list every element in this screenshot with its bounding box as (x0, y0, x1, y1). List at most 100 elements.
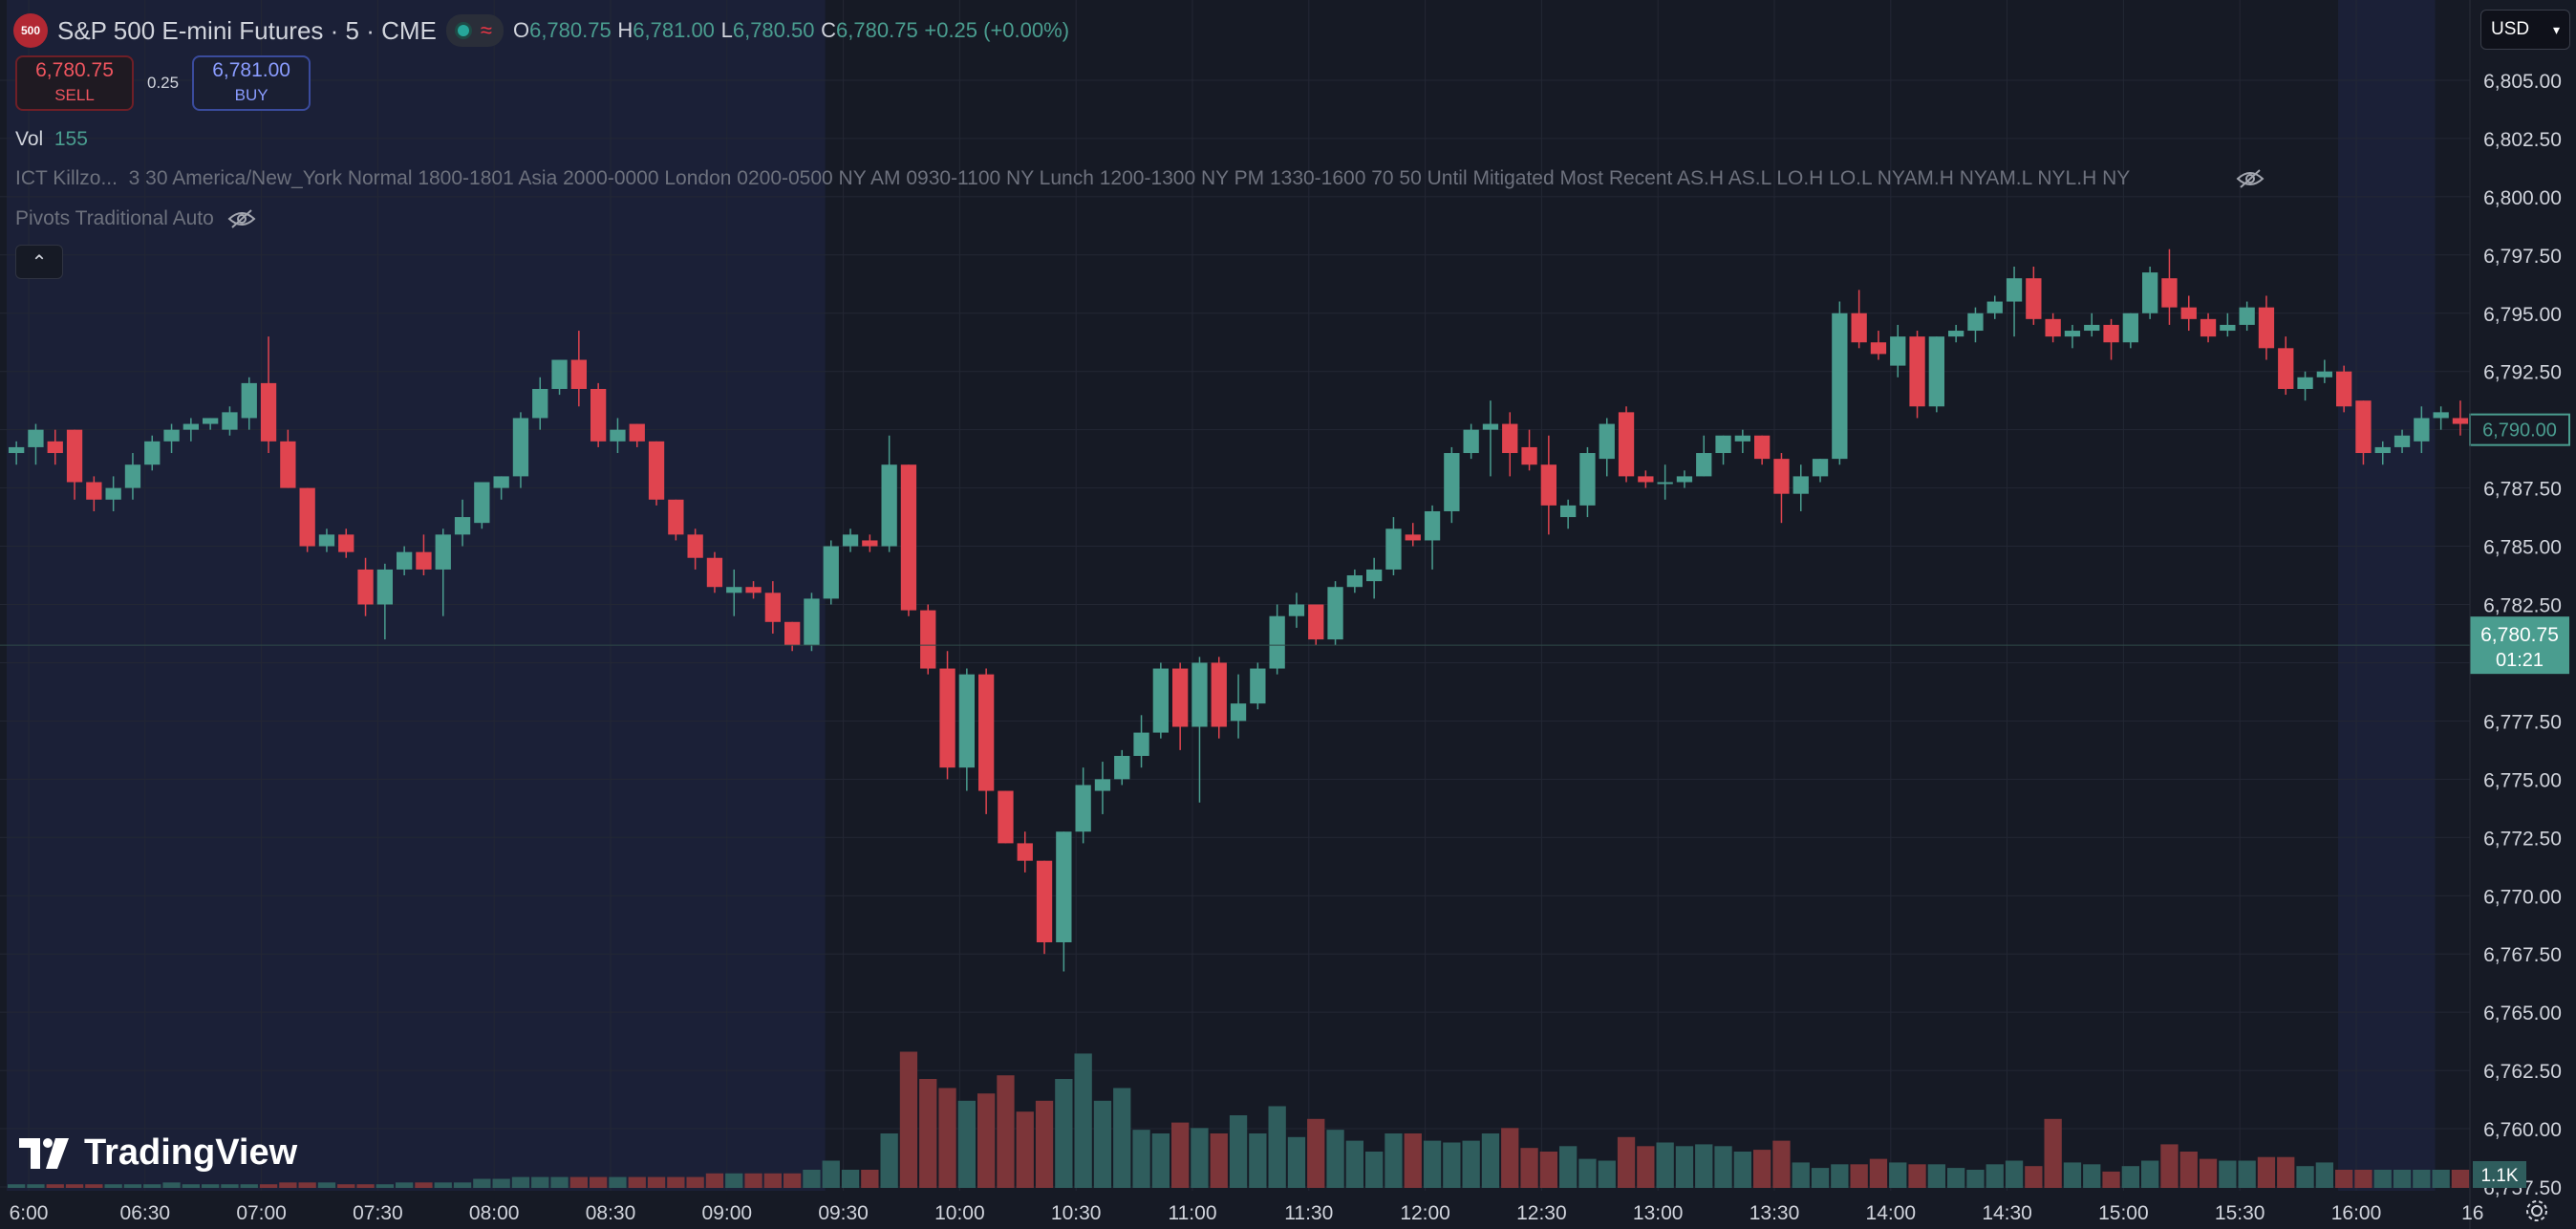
x-tick-label: 12:00 (1400, 1202, 1450, 1224)
volume-bar (2393, 1170, 2412, 1188)
tradingview-logo[interactable]: TradingView (19, 1132, 297, 1174)
price-axis-bg[interactable] (2470, 0, 2576, 1229)
candle-body (493, 476, 509, 488)
volume-bar (1908, 1164, 1926, 1188)
candle-body (203, 418, 219, 424)
candle-body (280, 441, 296, 488)
volume-bar (957, 1100, 976, 1188)
candle-body (1405, 534, 1421, 541)
volume-bar (1733, 1152, 1751, 1188)
volume-bar (65, 1184, 84, 1188)
candle-body (551, 359, 568, 389)
x-tick-label: 10:00 (934, 1202, 985, 1224)
y-tick-label: 6,787.50 (2483, 479, 2562, 501)
last-price-label: 6,780.75 (2480, 624, 2559, 646)
buy-button[interactable]: 6,781.00 BUY (192, 55, 311, 111)
candle-body (124, 464, 141, 488)
x-tick-label: 07:00 (236, 1202, 287, 1224)
candle-body (2374, 446, 2391, 454)
data-delay-icon: ≈ (480, 18, 492, 42)
candle-body (745, 587, 762, 593)
volume-bar (1151, 1133, 1170, 1188)
volume-bar (473, 1178, 491, 1188)
candle-body (260, 382, 277, 442)
volume-bar (1578, 1158, 1597, 1188)
price-change: +0.25 (+0.00%) (924, 18, 1070, 42)
hidden-eye-icon[interactable] (2236, 168, 2265, 189)
candle-body (1424, 510, 1441, 541)
market-status[interactable]: ≈ (445, 14, 504, 47)
bar-countdown: 01:21 (2496, 650, 2544, 671)
volume-bar (725, 1173, 743, 1188)
symbol-title[interactable]: S&P 500 E-mini Futures · 5 · CME (57, 15, 437, 45)
candle-body (2239, 307, 2255, 325)
collapse-legend-button[interactable]: ⌃ (15, 245, 63, 279)
pivots-legend[interactable]: Pivots Traditional Auto (15, 207, 256, 230)
volume-bar (1249, 1133, 1267, 1188)
candles (9, 248, 2576, 972)
volume-bar (2102, 1171, 2120, 1188)
candle-body (299, 487, 315, 547)
candle-body (1075, 785, 1091, 832)
sell-button[interactable]: 6,780.75 SELL (15, 55, 134, 111)
volume-last-badge (2473, 1161, 2526, 1188)
y-tick-label: 6,805.00 (2483, 71, 2562, 93)
candle-body (1676, 476, 1693, 483)
candle-body (1502, 423, 1518, 454)
volume-bar (1501, 1128, 1519, 1188)
volume-bar (1539, 1152, 1557, 1188)
volume-bar (1171, 1122, 1190, 1188)
volume-bar (259, 1184, 278, 1188)
candle-body (1618, 412, 1635, 477)
y-tick-label: 6,775.00 (2483, 769, 2562, 791)
candle-body (1288, 604, 1305, 616)
volume-bar (1287, 1136, 1306, 1188)
volume-bar (434, 1182, 452, 1188)
candle-body (2297, 377, 2313, 389)
x-tick-label: 11:00 (1169, 1202, 1217, 1224)
volume-bar (822, 1160, 840, 1188)
volume-bar (1035, 1100, 1054, 1188)
volume-bars (8, 1051, 2576, 1188)
prev-price-label: 6,790.00 (2482, 420, 2557, 442)
last-price-badge (2470, 616, 2569, 675)
candle-body (1385, 528, 1402, 570)
x-tick-label: 09:00 (702, 1202, 753, 1224)
currency-select[interactable]: USD ▾ (2480, 10, 2570, 50)
volume-indicator-legend[interactable]: Vol 155 (15, 128, 88, 150)
volume-bar (1637, 1146, 1655, 1188)
candle-body (590, 388, 607, 442)
candle-body (648, 441, 665, 500)
candle-body (397, 551, 413, 570)
volume-bar (1268, 1106, 1286, 1188)
candle-body (222, 412, 238, 430)
y-tick-label: 6,785.00 (2483, 537, 2562, 559)
volume-bar (2451, 1170, 2470, 1188)
candle-body (105, 487, 121, 500)
price-axis: 6,805.00 6,802.50 6,800.00 6,797.50 6,795.00… (2469, 0, 2576, 1229)
volume-bar (1986, 1164, 2004, 1188)
candle-body (687, 534, 703, 558)
volume-bar (705, 1173, 724, 1188)
hidden-eye-icon[interactable] (227, 208, 256, 229)
volume-bar (1462, 1140, 1480, 1188)
symbol-badge[interactable]: 500 (13, 13, 48, 48)
volume-bar (1695, 1144, 1713, 1188)
volume-bar (1326, 1130, 1344, 1188)
candle-body (318, 534, 335, 547)
candle-body (610, 429, 626, 442)
candle-body (182, 423, 199, 430)
candle-body (1482, 423, 1499, 430)
candle-body (1928, 336, 1944, 407)
candle-body (1230, 703, 1247, 722)
y-tick-label: 6,800.00 (2483, 187, 2562, 209)
candle-body (2142, 272, 2158, 313)
ict-killzones-legend[interactable]: ICT Killzo... 3 30 America/New_York Norm… (15, 167, 2131, 189)
candle-body (1599, 423, 1615, 460)
y-tick-label: 6,772.50 (2483, 828, 2562, 850)
candle-body (629, 423, 645, 442)
settings-gear-icon[interactable] (2524, 1198, 2549, 1223)
volume-bar (1889, 1162, 1907, 1188)
y-tick-label: 6,770.00 (2483, 886, 2562, 908)
